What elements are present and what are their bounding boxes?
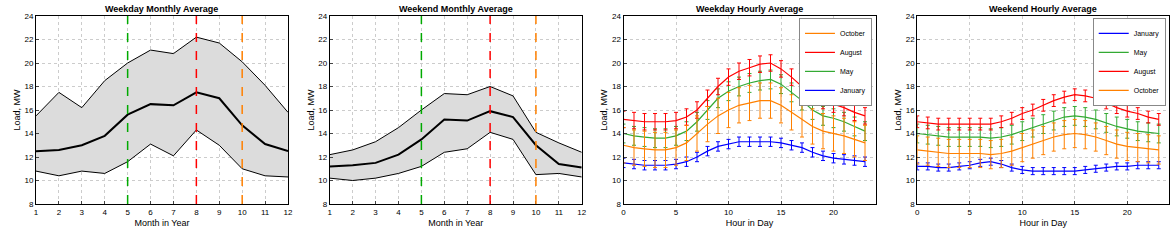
svg-text:15: 15: [1070, 208, 1079, 217]
svg-text:5: 5: [419, 208, 424, 217]
svg-text:4: 4: [103, 208, 108, 217]
svg-text:24: 24: [24, 12, 33, 21]
svg-text:15: 15: [777, 208, 786, 217]
svg-text:20: 20: [318, 59, 327, 68]
svg-text:Hour in Day: Hour in Day: [726, 218, 774, 228]
svg-text:8: 8: [488, 208, 493, 217]
svg-text:12: 12: [906, 153, 915, 162]
svg-text:22: 22: [612, 35, 621, 44]
svg-text:24: 24: [612, 12, 621, 21]
svg-text:8: 8: [323, 200, 328, 209]
svg-text:8: 8: [910, 200, 915, 209]
svg-text:12: 12: [284, 208, 293, 217]
svg-text:16: 16: [24, 106, 33, 115]
svg-text:August: August: [840, 49, 862, 57]
svg-text:August: August: [1134, 68, 1156, 76]
svg-text:10: 10: [24, 176, 33, 185]
svg-text:20: 20: [612, 59, 621, 68]
svg-text:Load, MW: Load, MW: [12, 89, 22, 131]
svg-text:5: 5: [968, 208, 973, 217]
svg-text:January: January: [840, 87, 865, 95]
svg-text:5: 5: [125, 208, 130, 217]
svg-text:10: 10: [612, 176, 621, 185]
svg-text:1: 1: [328, 208, 333, 217]
svg-text:18: 18: [318, 82, 327, 91]
svg-text:12: 12: [318, 153, 327, 162]
svg-text:3: 3: [80, 208, 85, 217]
svg-text:10: 10: [318, 176, 327, 185]
svg-text:May: May: [1134, 49, 1148, 57]
svg-text:6: 6: [442, 208, 447, 217]
svg-text:2: 2: [57, 208, 62, 217]
svg-text:16: 16: [906, 106, 915, 115]
svg-text:18: 18: [906, 82, 915, 91]
svg-text:Load, MW: Load, MW: [306, 89, 316, 131]
svg-text:12: 12: [577, 208, 586, 217]
svg-text:16: 16: [318, 106, 327, 115]
svg-text:22: 22: [318, 35, 327, 44]
svg-text:20: 20: [1123, 208, 1132, 217]
svg-text:14: 14: [906, 129, 915, 138]
svg-text:22: 22: [906, 35, 915, 44]
svg-text:11: 11: [555, 208, 564, 217]
svg-text:5: 5: [674, 208, 679, 217]
svg-text:10: 10: [1018, 208, 1027, 217]
svg-text:20: 20: [906, 59, 915, 68]
svg-text:20: 20: [24, 59, 33, 68]
svg-text:3: 3: [373, 208, 378, 217]
svg-text:Weekend Monthly Average: Weekend Monthly Average: [399, 4, 513, 14]
svg-text:10: 10: [531, 208, 540, 217]
svg-text:Weekday Hourly Average: Weekday Hourly Average: [696, 4, 803, 14]
svg-text:18: 18: [24, 82, 33, 91]
svg-text:Load, MW: Load, MW: [599, 89, 609, 131]
svg-text:11: 11: [261, 208, 270, 217]
svg-text:9: 9: [511, 208, 516, 217]
svg-text:20: 20: [829, 208, 838, 217]
svg-text:October: October: [1134, 87, 1160, 94]
svg-text:0: 0: [621, 208, 626, 217]
svg-text:24: 24: [318, 12, 327, 21]
svg-text:Weekday Monthly Average: Weekday Monthly Average: [105, 4, 218, 14]
svg-text:4: 4: [396, 208, 401, 217]
svg-text:0: 0: [915, 208, 920, 217]
svg-text:14: 14: [24, 129, 33, 138]
svg-text:10: 10: [238, 208, 247, 217]
svg-text:Month in Year: Month in Year: [428, 218, 483, 228]
svg-text:8: 8: [29, 200, 34, 209]
svg-text:16: 16: [612, 106, 621, 115]
svg-text:9: 9: [217, 208, 222, 217]
svg-text:8: 8: [616, 200, 621, 209]
svg-text:January: January: [1134, 30, 1159, 38]
svg-text:Weekend Hourly Average: Weekend Hourly Average: [989, 4, 1097, 14]
svg-text:8: 8: [194, 208, 199, 217]
svg-text:12: 12: [612, 153, 621, 162]
svg-text:22: 22: [24, 35, 33, 44]
svg-text:2: 2: [350, 208, 355, 217]
svg-text:12: 12: [24, 153, 33, 162]
svg-text:14: 14: [612, 129, 621, 138]
svg-text:May: May: [840, 68, 854, 76]
svg-text:October: October: [840, 30, 866, 37]
svg-text:7: 7: [465, 208, 470, 217]
svg-text:10: 10: [906, 176, 915, 185]
svg-text:24: 24: [906, 12, 915, 21]
svg-text:Hour in Day: Hour in Day: [1019, 218, 1067, 228]
svg-text:1: 1: [34, 208, 39, 217]
svg-text:Month in Year: Month in Year: [134, 218, 189, 228]
svg-text:7: 7: [171, 208, 176, 217]
svg-text:14: 14: [318, 129, 327, 138]
svg-text:Load, MW: Load, MW: [893, 89, 903, 131]
svg-text:18: 18: [612, 82, 621, 91]
svg-text:6: 6: [148, 208, 153, 217]
svg-text:10: 10: [724, 208, 733, 217]
